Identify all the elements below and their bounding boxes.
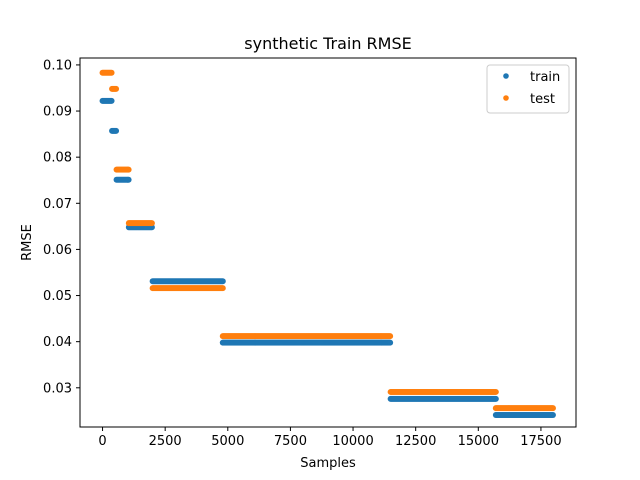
x-tick-label: 2500: [149, 434, 182, 449]
y-tick-label: 0.05: [43, 289, 72, 304]
x-axis-label: Samples: [300, 456, 356, 471]
x-tick-label: 0: [98, 434, 106, 449]
y-tick-label: 0.09: [43, 105, 72, 120]
y-tick-label: 0.07: [43, 197, 72, 212]
data-point-train: [113, 127, 120, 134]
x-tick-label: 7500: [274, 434, 307, 449]
axes-frame: [79, 57, 577, 428]
data-point-train: [387, 339, 394, 346]
legend: train test: [486, 64, 570, 114]
legend-marker-test: [503, 95, 509, 101]
data-point-test: [219, 285, 226, 292]
data-point-train: [108, 97, 115, 104]
data-point-test: [387, 333, 394, 340]
y-tick-label: 0.06: [43, 243, 72, 258]
x-axis: 0 2500 5000 7500 10000 12500 15000 17500: [98, 427, 562, 449]
data-point-train: [549, 412, 556, 419]
series-test: [99, 69, 556, 412]
y-axis: 0.03 0.04 0.05 0.06 0.07 0.08 0.09 0.10: [43, 58, 80, 396]
x-tick-label: 12500: [395, 434, 436, 449]
legend-marker-train: [503, 73, 509, 79]
legend-label-test: test: [530, 92, 555, 107]
plot-layer: [99, 69, 556, 419]
x-tick-label: 5000: [211, 434, 244, 449]
y-tick-label: 0.03: [43, 381, 72, 396]
data-point-test: [492, 388, 499, 395]
data-point-test: [108, 69, 115, 76]
x-tick-label: 10000: [332, 434, 373, 449]
data-point-test: [148, 220, 155, 227]
legend-label-train: train: [530, 70, 560, 85]
y-axis-label: RMSE: [20, 224, 35, 261]
x-tick-label: 15000: [458, 434, 499, 449]
data-point-test: [549, 405, 556, 412]
series-train: [99, 97, 556, 419]
data-point-train: [219, 278, 226, 285]
chart-title: synthetic Train RMSE: [244, 34, 411, 53]
y-tick-label: 0.10: [43, 58, 72, 73]
data-point-test: [125, 166, 132, 173]
y-tick-label: 0.04: [43, 335, 72, 350]
y-tick-label: 0.08: [43, 151, 72, 166]
data-point-train: [125, 176, 132, 183]
data-point-train: [492, 395, 499, 402]
data-point-test: [113, 85, 120, 92]
x-tick-label: 17500: [520, 434, 561, 449]
